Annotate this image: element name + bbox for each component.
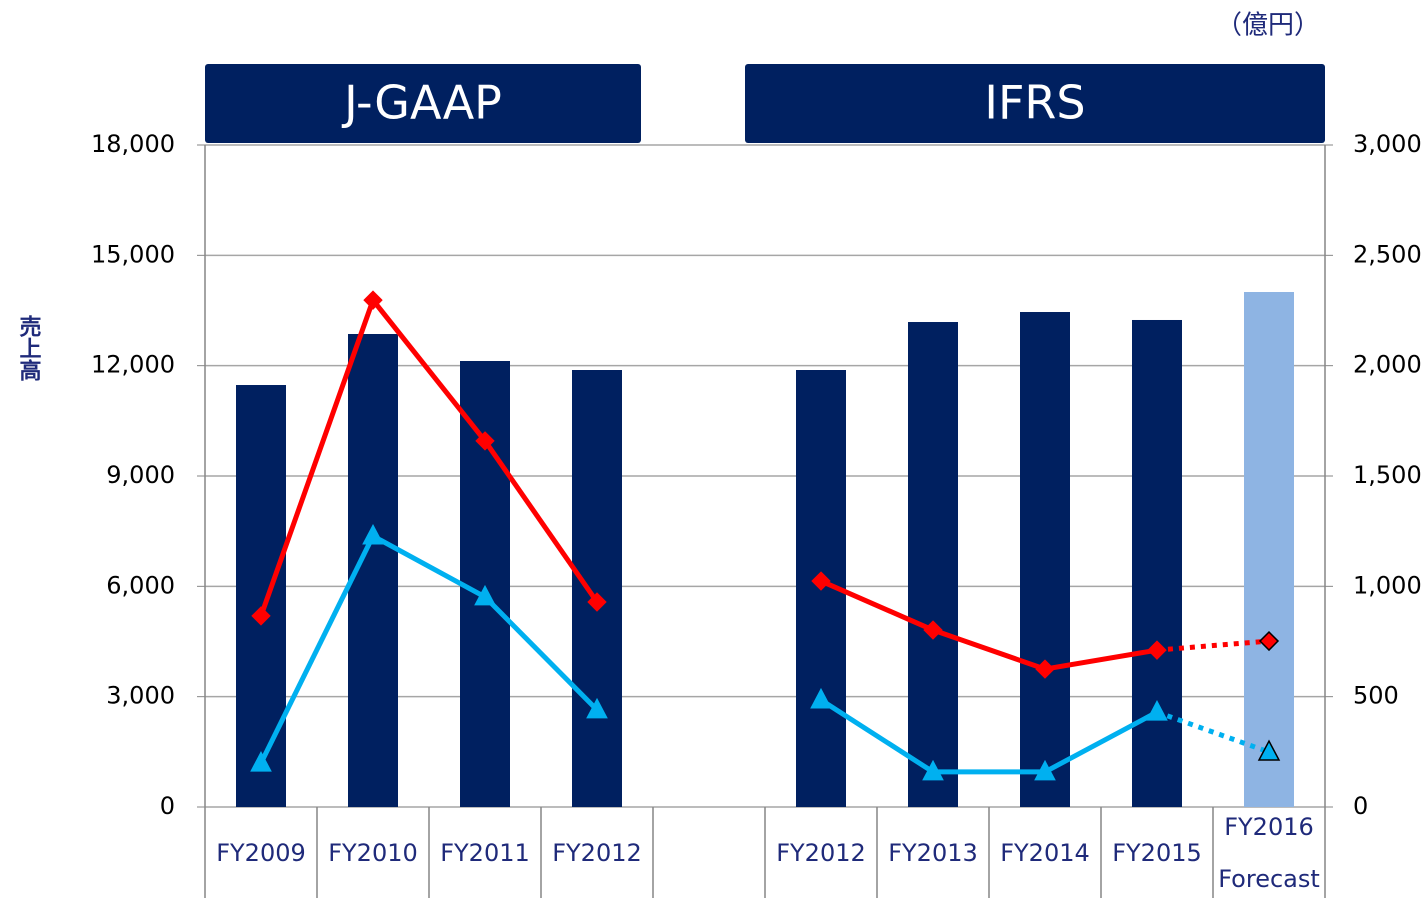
- y-tick-label: 15,000: [91, 240, 175, 268]
- group-label: J-GAAP: [341, 76, 502, 130]
- line-segment: [1156, 638, 1270, 653]
- line-segment: [819, 578, 935, 633]
- marker: [1257, 739, 1281, 761]
- x-tick-label: FY2015: [1112, 838, 1202, 867]
- group-header: [745, 64, 1325, 143]
- line-segment: [1044, 647, 1158, 672]
- group-header: [205, 64, 641, 143]
- x-tick-label: FY2013: [888, 838, 978, 867]
- marker: [250, 751, 272, 772]
- y2-tick-label: 3,000: [1353, 130, 1422, 158]
- line-segment: [483, 595, 599, 712]
- marker: [1035, 659, 1055, 679]
- x-tick-label: FY2014: [1000, 838, 1090, 867]
- marker: [475, 431, 495, 451]
- line-segment: [258, 534, 376, 765]
- unit-label: （億円）: [1216, 11, 1320, 41]
- x-tick-label: FY2009: [216, 838, 306, 867]
- y-tick-label: 0: [160, 792, 175, 820]
- marker: [1034, 759, 1056, 781]
- x-tick-label: FY2011: [440, 838, 530, 867]
- line-segment: [1156, 709, 1270, 755]
- y2-tick-label: 2,000: [1353, 351, 1422, 379]
- x-tick-label: FY2010: [328, 838, 418, 867]
- y-tick-label: 6,000: [106, 571, 175, 599]
- y-tick-label: 18,000: [91, 130, 175, 158]
- bar: [1020, 312, 1070, 807]
- marker: [922, 759, 944, 781]
- bar: [572, 370, 622, 807]
- y-tick-label: 12,000: [91, 351, 175, 379]
- marker: [587, 592, 607, 612]
- marker: [474, 584, 496, 606]
- marker: [811, 571, 831, 591]
- x-tick-label: FY2016 Forecast: [1218, 812, 1320, 893]
- marker: [923, 620, 943, 640]
- x-tick-label: FY2012: [776, 838, 866, 867]
- bar: [236, 385, 286, 807]
- y2-tick-label: 0: [1353, 792, 1368, 820]
- y-axis-label: 売上高: [16, 314, 42, 381]
- line-segment: [819, 697, 935, 775]
- group-label: IFRS: [984, 76, 1085, 130]
- y2-tick-label: 1,500: [1353, 461, 1422, 489]
- marker: [586, 697, 608, 719]
- marker: [251, 606, 271, 626]
- x-tick-label: FY2012: [552, 838, 642, 867]
- line-segment: [258, 299, 376, 617]
- y-tick-label: 3,000: [106, 682, 175, 710]
- y2-tick-label: 500: [1353, 682, 1399, 710]
- marker: [810, 687, 832, 709]
- bar: [908, 322, 958, 807]
- line-segment: [1043, 709, 1159, 775]
- bar: [1132, 319, 1182, 807]
- marker: [1147, 640, 1167, 660]
- marker: [1258, 630, 1280, 652]
- y-tick-label: 9,000: [106, 461, 175, 489]
- bar: [460, 360, 510, 807]
- line-segment: [482, 439, 600, 604]
- marker: [362, 523, 384, 545]
- marker: [363, 290, 383, 310]
- marker: [1146, 700, 1168, 721]
- y2-tick-label: 2,500: [1353, 240, 1422, 268]
- line-segment: [371, 298, 487, 443]
- line-segment: [371, 533, 487, 600]
- y2-tick-label: 1,000: [1353, 571, 1422, 599]
- bar: [1244, 292, 1294, 808]
- line-segment: [932, 627, 1046, 672]
